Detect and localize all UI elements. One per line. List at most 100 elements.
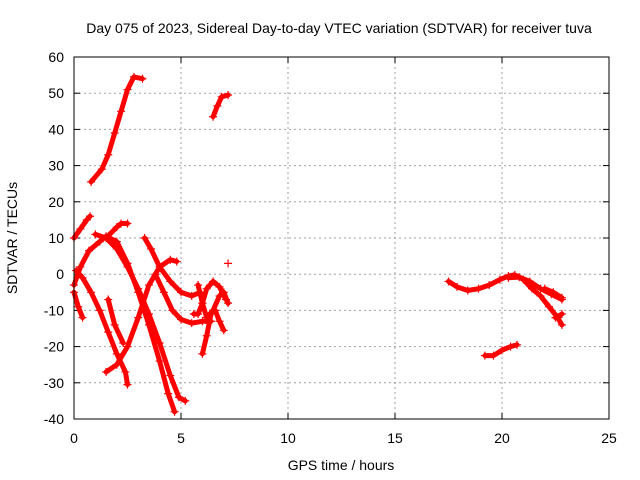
track-15 <box>198 310 215 358</box>
data-point-marker <box>557 293 566 302</box>
data-point-marker <box>112 237 121 246</box>
data-point-marker <box>498 346 506 355</box>
data-point-marker <box>144 281 153 290</box>
data-point-marker <box>198 317 207 326</box>
data-point-marker <box>224 259 233 268</box>
data-point-marker <box>74 302 83 311</box>
data-point-marker <box>84 246 93 255</box>
data-point-marker <box>224 91 233 100</box>
data-point-marker <box>166 255 175 264</box>
data-point-marker <box>177 288 185 297</box>
data-point-marker <box>545 302 554 311</box>
data-point-marker <box>215 317 224 326</box>
data-point-marker <box>86 212 95 221</box>
track-22 <box>480 340 521 360</box>
data-point-marker <box>164 389 173 398</box>
y-tick-label: 30 <box>48 158 64 174</box>
data-point-marker <box>489 351 498 360</box>
data-point-marker <box>123 219 132 228</box>
data-point-marker <box>504 273 513 282</box>
data-trace-line <box>73 268 130 388</box>
data-point-marker <box>527 284 536 293</box>
data-point-marker <box>557 310 566 319</box>
data-point-marker <box>155 262 164 271</box>
data-point-marker <box>112 244 121 253</box>
data-point-marker <box>198 299 207 308</box>
data-trace-line <box>88 74 145 185</box>
track-02 <box>209 91 233 121</box>
data-point-marker <box>187 291 196 300</box>
track-16 <box>211 306 228 335</box>
data-point-marker <box>219 326 228 335</box>
data-tracks <box>70 72 566 416</box>
data-point-marker <box>110 129 119 138</box>
y-tick-label: 10 <box>48 230 64 246</box>
track-01 <box>87 72 147 186</box>
y-tick-label: 20 <box>48 194 64 210</box>
data-point-marker <box>166 371 175 380</box>
data-point-marker <box>211 306 220 315</box>
y-tick-label: -20 <box>44 339 64 355</box>
data-point-marker <box>485 281 494 290</box>
data-trace-line <box>446 272 565 328</box>
y-tick-label: 50 <box>48 85 64 101</box>
track-07 <box>104 295 128 347</box>
data-point-marker <box>112 223 121 232</box>
track-17 <box>224 259 233 268</box>
data-point-marker <box>104 328 113 337</box>
data-point-marker <box>221 295 230 304</box>
data-point-marker <box>123 380 132 389</box>
data-point-marker <box>140 234 149 242</box>
data-point-marker <box>151 270 160 279</box>
data-point-marker <box>198 349 207 358</box>
data-point-marker <box>117 107 126 116</box>
x-tick-label: 15 <box>387 430 403 446</box>
x-tick-label: 25 <box>601 430 617 446</box>
data-point-marker <box>119 338 128 347</box>
data-point-marker <box>110 320 119 329</box>
data-point-marker <box>134 284 143 293</box>
track-21 <box>551 310 566 322</box>
data-point-marker <box>480 351 489 360</box>
x-tick-label: 10 <box>280 430 296 446</box>
data-point-marker <box>134 313 143 322</box>
y-tick-label: -30 <box>44 375 64 391</box>
data-trace-line <box>103 257 180 375</box>
data-point-marker <box>104 295 113 304</box>
data-point-marker <box>155 357 164 366</box>
y-tick-label: 60 <box>48 49 64 65</box>
data-point-marker <box>549 288 558 297</box>
data-point-marker <box>102 367 111 376</box>
data-point-marker <box>104 150 113 159</box>
data-point-marker <box>91 230 100 239</box>
data-point-marker <box>194 310 203 319</box>
track-14 <box>189 277 230 319</box>
data-point-marker <box>168 306 177 315</box>
data-point-marker <box>187 319 196 328</box>
data-point-marker <box>112 360 121 369</box>
data-point-marker <box>78 313 87 322</box>
data-point-marker <box>102 234 111 242</box>
chart-title: Day 075 of 2023, Sidereal Day-to-day VTE… <box>86 20 592 36</box>
data-point-marker <box>536 291 545 300</box>
data-trace-line <box>71 213 93 241</box>
track-20 <box>540 284 566 302</box>
y-tick-label: -10 <box>44 302 64 318</box>
data-trace-line <box>210 92 231 120</box>
track-11 <box>140 234 205 300</box>
data-point-marker <box>495 275 504 284</box>
data-point-marker <box>463 286 472 295</box>
track-06 <box>70 288 87 322</box>
data-point-marker <box>177 315 185 324</box>
data-point-marker <box>202 284 211 293</box>
data-point-marker <box>95 306 104 315</box>
data-point-marker <box>525 277 534 286</box>
data-point-marker <box>121 367 130 376</box>
x-axis-label: GPS time / hours <box>288 457 395 473</box>
data-point-marker <box>194 281 203 290</box>
data-trace-line <box>142 235 203 299</box>
data-point-marker <box>515 273 524 282</box>
data-point-marker <box>87 177 96 186</box>
data-point-marker <box>76 262 85 271</box>
data-point-marker <box>170 407 179 416</box>
